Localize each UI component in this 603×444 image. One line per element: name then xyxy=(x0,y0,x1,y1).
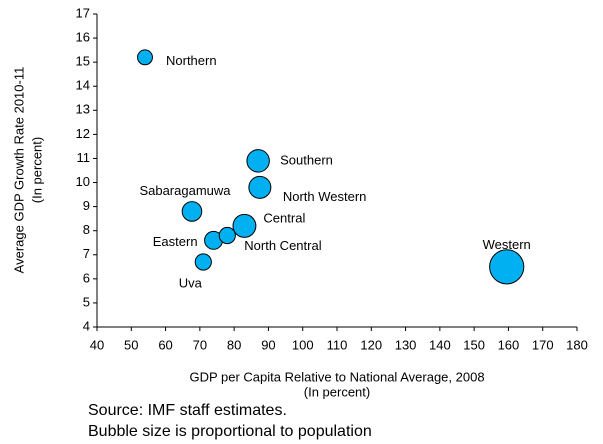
bubble xyxy=(218,226,236,245)
size-note: Bubble size is proportional to populatio… xyxy=(88,423,372,440)
y-tick-label: 6 xyxy=(83,270,90,285)
y-tick-label: 8 xyxy=(83,222,90,237)
y-tick-label: 7 xyxy=(83,246,90,261)
x-tick-label: 60 xyxy=(158,337,172,352)
x-tick-label: 140 xyxy=(429,337,451,352)
y-tick-label: 10 xyxy=(76,174,90,189)
bubble xyxy=(248,175,272,199)
point-label: Eastern xyxy=(153,234,198,249)
y-axis-title: Average GDP Growth Rate 2010-11 xyxy=(11,67,26,274)
x-tick-label: 130 xyxy=(395,337,417,352)
point-label: Western xyxy=(483,237,531,252)
bubble xyxy=(489,249,525,285)
y-tick-label: 14 xyxy=(76,78,90,93)
x-tick-label: 70 xyxy=(193,337,207,352)
point-label: Southern xyxy=(280,152,333,167)
x-tick-label: 90 xyxy=(261,337,275,352)
y-tick-label: 4 xyxy=(83,318,90,333)
x-axis-title: (In percent) xyxy=(304,384,370,399)
x-tick-label: 40 xyxy=(90,337,104,352)
point-label: Sabaragamuwa xyxy=(139,183,231,198)
point-label: North Central xyxy=(244,238,321,253)
bubble xyxy=(232,213,257,238)
y-tick-label: 13 xyxy=(76,102,90,117)
y-tick-label: 12 xyxy=(76,126,90,141)
bubble xyxy=(181,201,203,222)
x-tick-label: 80 xyxy=(227,337,241,352)
point-label: Central xyxy=(263,210,305,225)
bubble xyxy=(194,253,212,271)
x-tick-label: 110 xyxy=(327,337,348,352)
y-tick-label: 11 xyxy=(77,150,91,165)
x-tick-label: 160 xyxy=(498,337,520,352)
y-tick-label: 16 xyxy=(76,30,90,45)
x-tick-label: 150 xyxy=(463,337,485,352)
point-label: Uva xyxy=(179,275,203,290)
y-tick-label: 17 xyxy=(76,5,90,20)
bubble xyxy=(246,149,270,173)
point-label: Northern xyxy=(166,53,217,68)
y-axis-title: (In percent) xyxy=(29,137,44,203)
bubble xyxy=(137,49,153,66)
x-tick-label: 50 xyxy=(124,337,138,352)
x-tick-label: 180 xyxy=(566,337,588,352)
y-tick-label: 15 xyxy=(76,54,90,69)
x-tick-label: 170 xyxy=(532,337,554,352)
x-axis-title: GDP per Capita Relative to National Aver… xyxy=(189,369,484,384)
x-tick-label: 120 xyxy=(360,337,382,352)
x-tick-label: 100 xyxy=(292,337,314,352)
y-tick-label: 5 xyxy=(83,294,90,309)
point-label: North Western xyxy=(283,189,367,204)
y-tick-label: 9 xyxy=(83,198,90,213)
source-note: Source: IMF staff estimates. xyxy=(88,402,287,419)
